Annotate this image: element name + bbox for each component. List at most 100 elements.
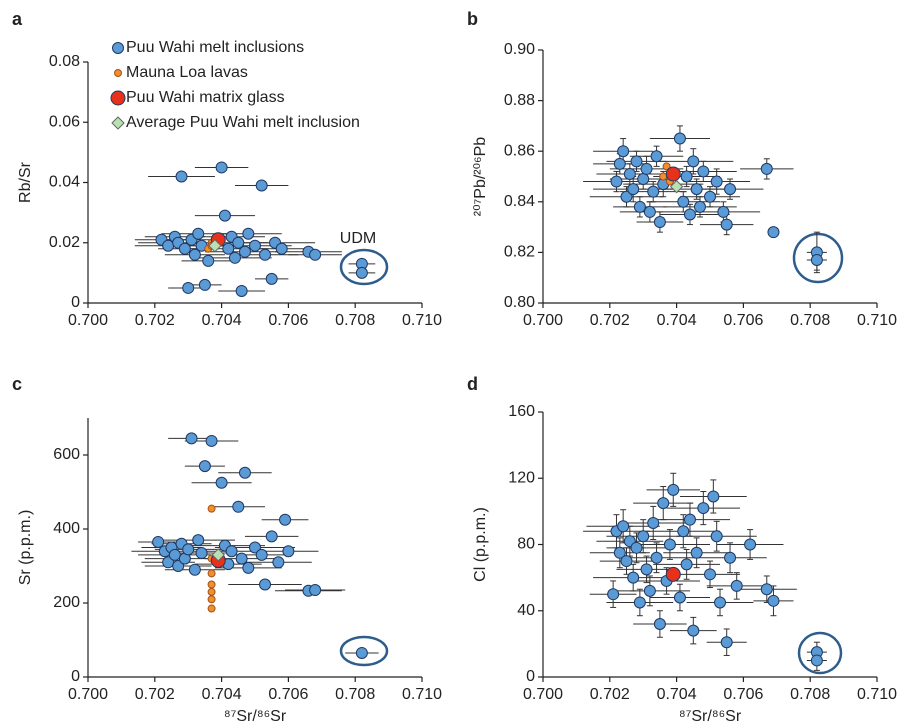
point: [633, 596, 646, 609]
x-tick-label: 0.700: [523, 686, 563, 703]
point: [275, 242, 288, 255]
point: [650, 150, 663, 163]
x-tick-label: 0.706: [268, 312, 308, 329]
x-tick-label: 0.710: [857, 312, 897, 329]
point: [767, 226, 780, 239]
x-tick-label: 0.702: [590, 312, 630, 329]
point: [182, 281, 195, 294]
panel-label: b: [467, 9, 478, 29]
point: [238, 466, 251, 479]
point: [617, 520, 630, 533]
point: [198, 278, 211, 291]
y-tick-label: 0.06: [49, 113, 80, 130]
y-tick-label: 0.88: [504, 92, 535, 109]
x-tick-label: 0.702: [590, 686, 630, 703]
point: [259, 248, 272, 261]
point: [114, 69, 122, 77]
point: [665, 166, 681, 182]
y-tick-label: 80: [517, 536, 535, 553]
point: [249, 541, 261, 554]
point: [242, 227, 255, 240]
point: [207, 595, 216, 604]
y-axis-label: Rb/Sr: [17, 161, 34, 203]
x-tick-label: 0.710: [857, 686, 897, 703]
point: [659, 172, 668, 181]
point: [188, 248, 201, 261]
y-tick-label: 0: [526, 668, 535, 685]
point: [215, 161, 228, 174]
point: [185, 432, 198, 445]
point: [228, 251, 241, 264]
point: [207, 604, 216, 613]
point: [225, 545, 238, 558]
legend-label: Mauna Loa lavas: [126, 64, 248, 81]
x-tick-label: 0.704: [657, 312, 697, 329]
x-tick-label: 0.704: [202, 312, 242, 329]
point: [172, 560, 185, 572]
x-axis-label: ⁸⁷Sr/⁸⁶Sr: [679, 708, 742, 725]
point: [647, 185, 660, 198]
point: [690, 183, 703, 196]
point: [265, 530, 278, 543]
point: [662, 162, 671, 171]
x-tick-label: 0.706: [723, 686, 763, 703]
point: [242, 561, 255, 574]
point: [610, 175, 623, 188]
point: [232, 500, 245, 513]
point: [255, 179, 268, 192]
point: [255, 548, 268, 561]
point: [680, 170, 693, 183]
legend-label: Average Puu Wahi melt inclusion: [126, 114, 360, 131]
x-axis-label: ⁸⁷Sr/⁸⁶Sr: [224, 708, 287, 725]
highlight-ring: [339, 635, 389, 667]
point: [647, 516, 660, 529]
x-tick-label: 0.706: [723, 312, 763, 329]
point: [623, 167, 636, 180]
point: [760, 583, 773, 596]
y-axis-label: ²⁰⁷Pb/²⁰⁶Pb: [472, 137, 489, 217]
point: [810, 253, 823, 266]
y-tick-label: 400: [53, 520, 80, 537]
x-tick-label: 0.700: [523, 312, 563, 329]
point: [724, 183, 737, 196]
point: [192, 227, 205, 240]
point: [630, 155, 643, 168]
point: [714, 596, 727, 609]
point: [232, 236, 245, 249]
point: [683, 208, 696, 221]
point: [650, 551, 663, 564]
point: [760, 162, 773, 175]
point: [235, 284, 248, 297]
x-tick-label: 0.708: [790, 312, 830, 329]
point: [168, 548, 181, 561]
point: [205, 434, 218, 447]
panel-label: d: [467, 374, 478, 394]
point: [620, 190, 633, 203]
point: [710, 530, 723, 543]
x-tick-label: 0.710: [402, 312, 442, 329]
y-tick-label: 0.84: [504, 193, 535, 210]
x-tick-label: 0.704: [202, 686, 242, 703]
x-tick-label: 0.704: [657, 686, 697, 703]
point: [627, 571, 640, 584]
point: [810, 654, 823, 667]
point: [704, 568, 716, 581]
point: [697, 165, 710, 178]
point: [669, 179, 684, 194]
point: [202, 254, 215, 267]
point: [665, 566, 681, 582]
point: [663, 538, 676, 551]
point: [208, 239, 222, 253]
point: [175, 170, 188, 183]
highlight-ring: [797, 631, 843, 675]
y-tick-label: 0.04: [49, 174, 80, 191]
point: [222, 242, 235, 255]
point: [620, 555, 633, 568]
point: [704, 190, 716, 203]
point: [744, 538, 757, 551]
x-tick-label: 0.700: [68, 686, 108, 703]
point: [693, 200, 706, 213]
annotation: UDM: [340, 230, 376, 247]
x-tick-label: 0.710: [402, 686, 442, 703]
point: [207, 580, 216, 589]
